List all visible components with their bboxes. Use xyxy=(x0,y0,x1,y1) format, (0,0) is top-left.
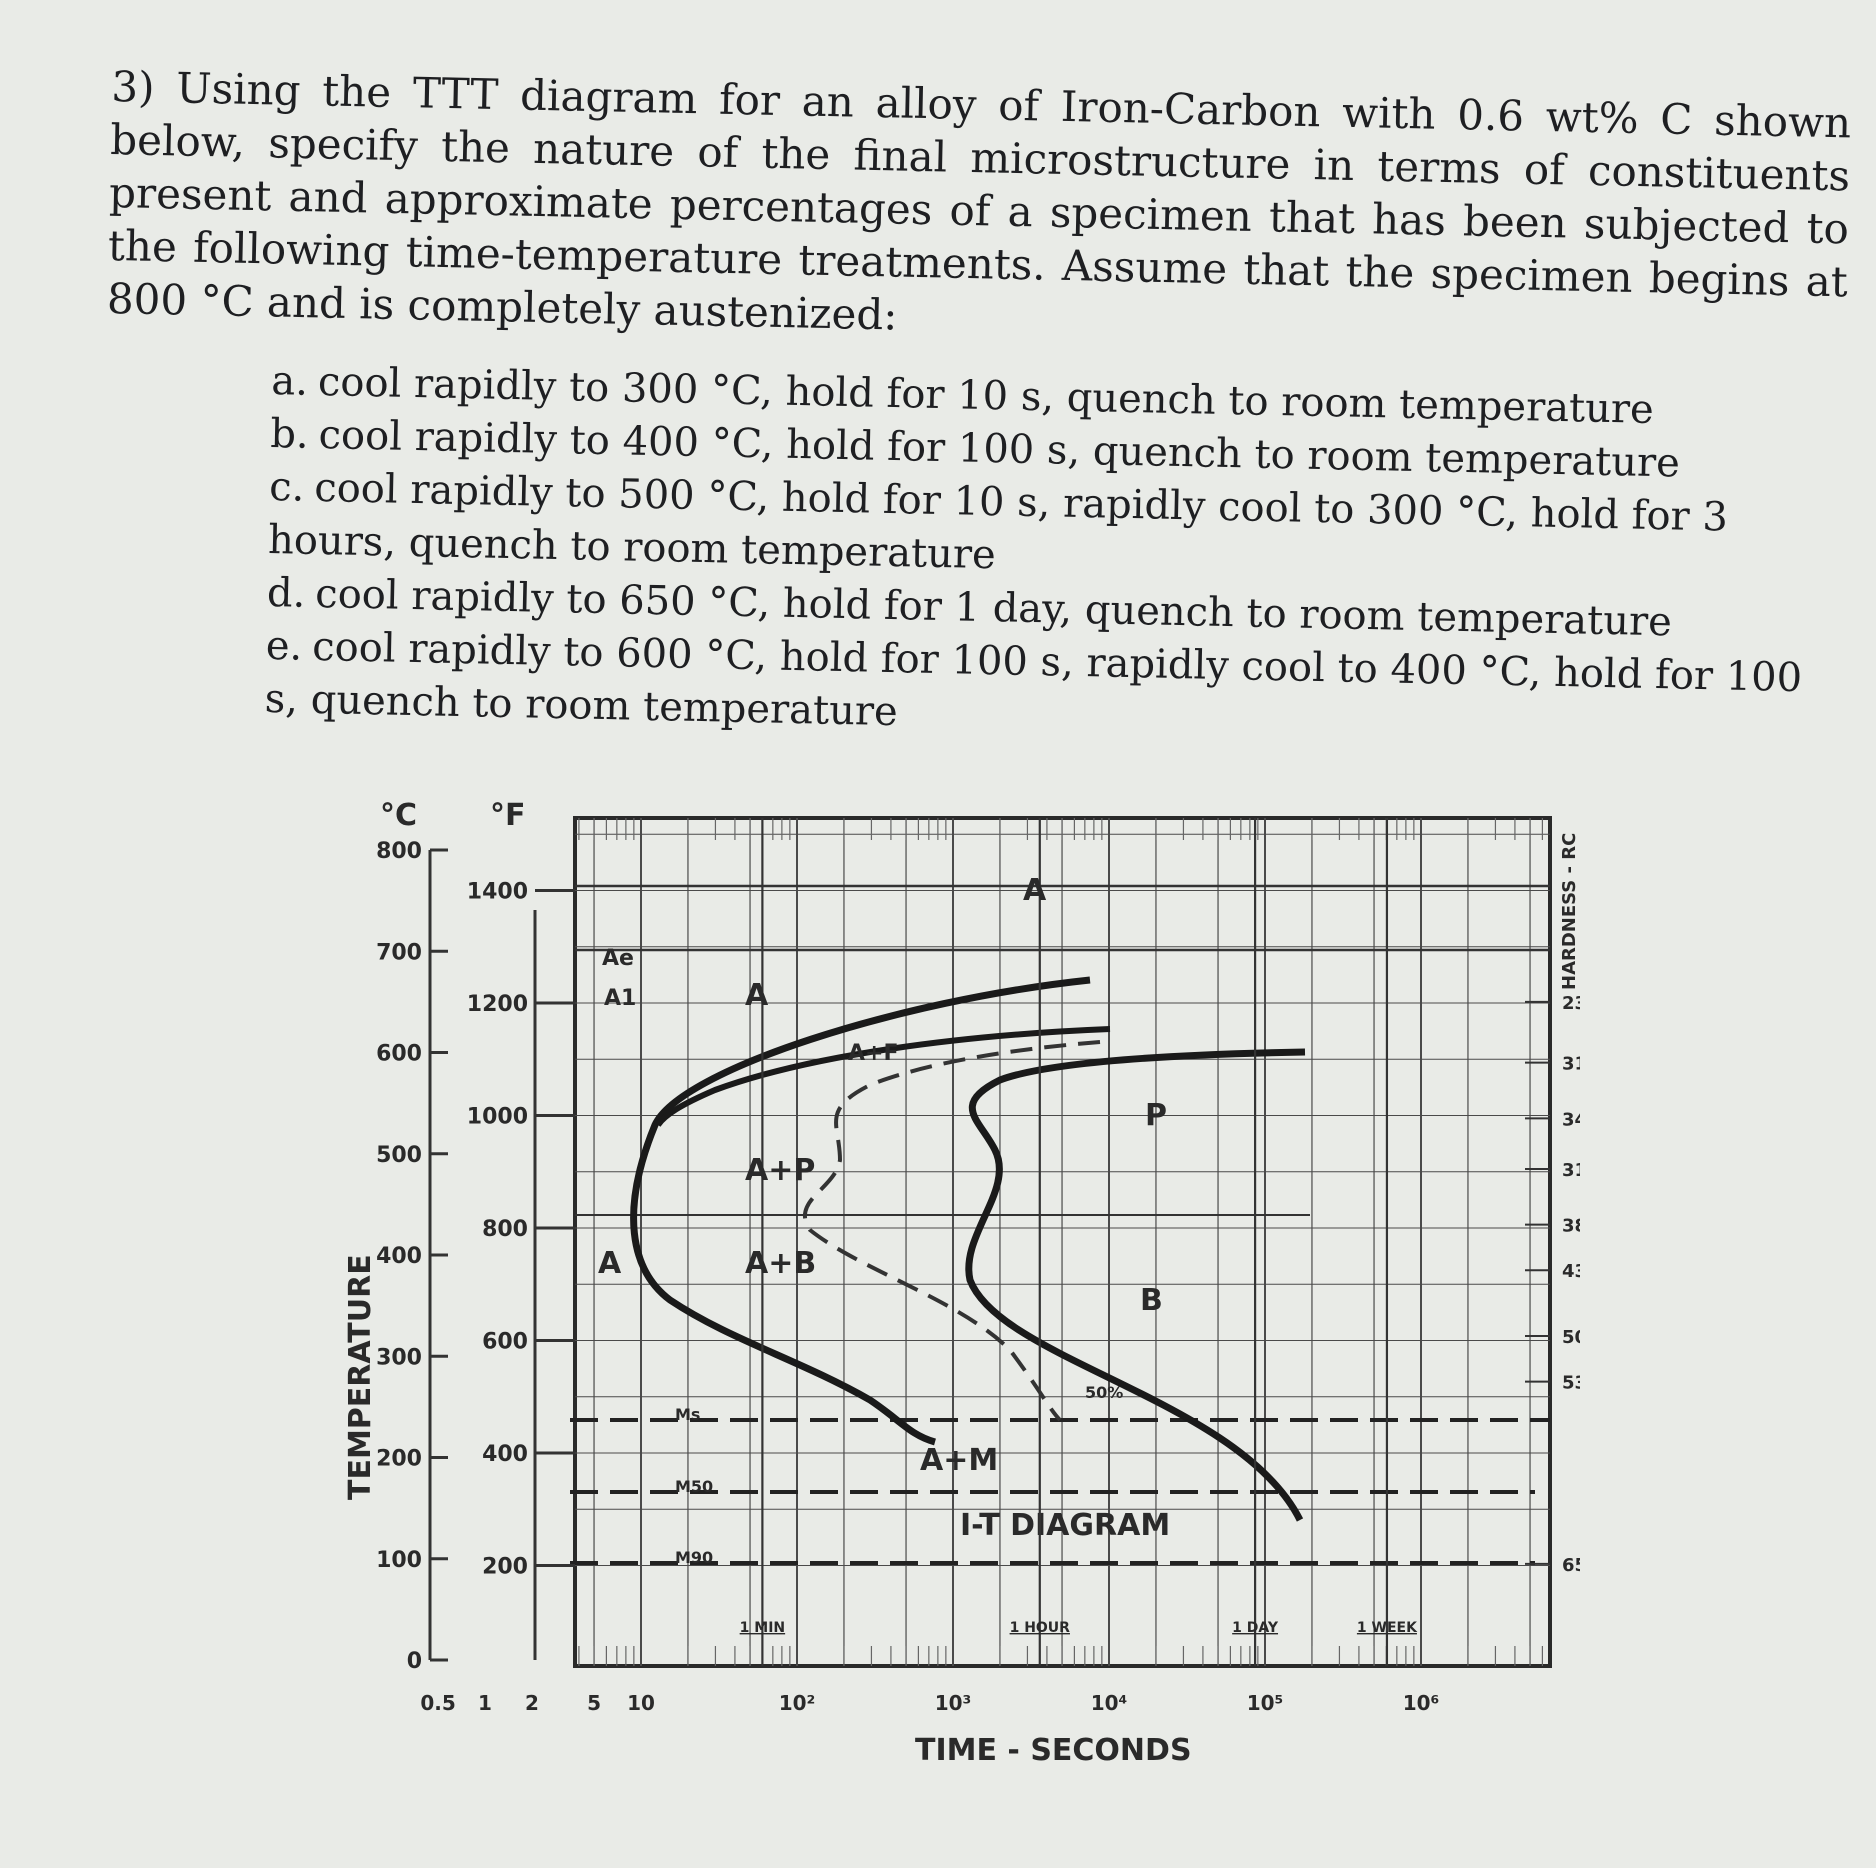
celsius-tick-label: 200 xyxy=(376,1447,422,1472)
celsius-tick-label: 600 xyxy=(376,1042,422,1067)
treatment-letter: a. xyxy=(270,357,309,405)
hardness-value: 31 xyxy=(1562,1160,1580,1181)
m50-label: M50 xyxy=(675,1477,713,1496)
hardness-value: 38 xyxy=(1562,1216,1580,1237)
fahrenheit-ticks: 1400 1200 1000 800 600 400 200 xyxy=(467,880,575,1580)
region-label-a-plus-b: A+B xyxy=(745,1246,816,1281)
time-marker-label: 1 WEEK xyxy=(1357,1620,1418,1636)
region-label-a-plus-f: A+F xyxy=(848,1041,899,1066)
time-tick-label: 1 xyxy=(478,1691,492,1715)
treatment-letter: e. xyxy=(265,622,303,670)
celsius-tick-label: 0 xyxy=(407,1649,422,1674)
celsius-tick-label: 800 xyxy=(376,839,422,864)
time-tick-label: 10⁵ xyxy=(1247,1691,1284,1715)
hardness-value: 65 xyxy=(1562,1555,1580,1576)
hardness-value: 50 xyxy=(1562,1327,1580,1348)
hardness-value: 43 xyxy=(1562,1261,1580,1282)
celsius-tick-label: 500 xyxy=(376,1143,422,1168)
fahrenheit-unit: °F xyxy=(490,798,526,833)
hardness-value: 31 xyxy=(1562,1054,1580,1075)
time-tick-label: 10² xyxy=(779,1691,816,1715)
question-prompt: 3) Using the TTT diagram for an alloy of… xyxy=(106,61,1852,340)
finish-curve xyxy=(965,1048,1306,1522)
hardness-value: 34 xyxy=(1562,1109,1580,1130)
celsius-unit: °C xyxy=(380,798,417,833)
celsius-tick-label: 700 xyxy=(376,940,422,965)
ferrite-start-curve xyxy=(655,1026,1111,1127)
fahrenheit-tick-label: 600 xyxy=(482,1330,528,1355)
time-tick-label: 10³ xyxy=(935,1691,972,1715)
hardness-axis-label: HARDNESS - RC xyxy=(1559,833,1580,990)
ttt-diagram-svg: TEMPERATURE °C °F TIME - SECONDS I-T DIA… xyxy=(343,798,1587,1768)
celsius-tick-label: 100 xyxy=(376,1548,422,1573)
ttt-diagram: TEMPERATURE °C °F TIME - SECONDS I-T DIA… xyxy=(340,780,1587,1794)
celsius-ticks: 800 700 600 500 400 300 200 100 0 xyxy=(376,839,448,1674)
start-curve xyxy=(630,976,1091,1446)
fahrenheit-tick-label: 1200 xyxy=(467,992,528,1017)
region-label-a-top: A xyxy=(1023,873,1047,908)
celsius-tick-label: 300 xyxy=(376,1345,422,1370)
fahrenheit-tick-label: 400 xyxy=(482,1442,528,1467)
m90-label: M90 xyxy=(675,1548,713,1567)
hardness-value: 23 xyxy=(1562,993,1580,1014)
region-label-a-upper: A xyxy=(745,978,769,1013)
treatment-letter: b. xyxy=(269,410,310,458)
time-ticks: 0.5 1 2 5 10 10² 10³ 10⁴ 10⁵ 10⁶ xyxy=(420,1691,1439,1715)
region-label-a1: A1 xyxy=(604,986,636,1011)
region-label-a-left: A xyxy=(598,1246,622,1281)
celsius-tick-label: 400 xyxy=(376,1244,422,1269)
fahrenheit-tick-label: 1000 xyxy=(467,1105,528,1130)
diagram-title: I-T DIAGRAM xyxy=(960,1508,1170,1543)
region-label-a-plus-p: A+P xyxy=(745,1153,815,1188)
time-marker-label: 1 DAY xyxy=(1232,1620,1279,1636)
region-label-a-plus-m: A+M xyxy=(920,1443,998,1478)
region-label-b: B xyxy=(1140,1283,1163,1318)
time-tick-label: 5 xyxy=(587,1691,601,1715)
fifty-percent-curve xyxy=(802,1040,1101,1422)
fahrenheit-tick-label: 800 xyxy=(482,1217,528,1242)
ms-label: Ms xyxy=(675,1405,700,1424)
time-tick-label: 10⁴ xyxy=(1091,1691,1128,1715)
time-tick-label: 2 xyxy=(525,1691,539,1715)
treatment-letter: d. xyxy=(266,569,306,617)
time-tick-label: 10 xyxy=(627,1691,655,1715)
treatment-letter: c. xyxy=(268,463,305,511)
fahrenheit-tick-label: 200 xyxy=(482,1555,528,1580)
region-label-fifty-pct: 50% xyxy=(1085,1383,1123,1402)
treatment-list: a. cool rapidly to 300 °C, hold for 10 s,… xyxy=(264,355,1831,759)
time-tick-label: 0.5 xyxy=(420,1691,455,1715)
region-label-ae: Ae xyxy=(602,946,634,971)
region-label-p: P xyxy=(1145,1098,1167,1133)
hardness-value: 53 xyxy=(1562,1373,1580,1394)
time-tick-label: 10⁶ xyxy=(1403,1691,1440,1715)
time-marker-label: 1 MIN xyxy=(740,1620,785,1636)
fahrenheit-tick-label: 1400 xyxy=(467,880,528,905)
time-axis-label: TIME - SECONDS xyxy=(915,1733,1192,1768)
time-markers: 1 MIN 1 HOUR 1 DAY 1 WEEK xyxy=(740,818,1418,1666)
question-text-block: 3) Using the TTT diagram for an alloy of… xyxy=(106,60,1851,361)
temperature-axis-label: TEMPERATURE xyxy=(343,1254,378,1500)
time-marker-label: 1 HOUR xyxy=(1010,1620,1071,1636)
